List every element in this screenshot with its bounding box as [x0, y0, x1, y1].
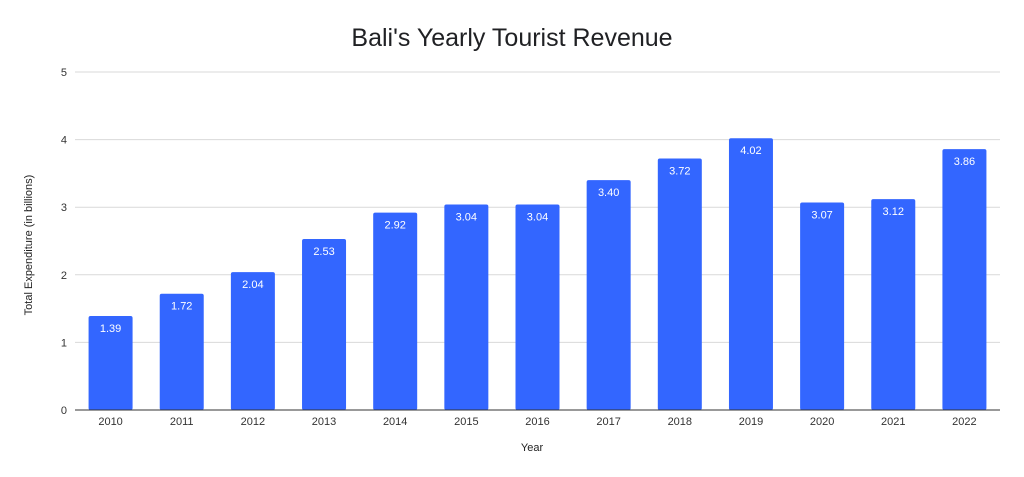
x-tick-label: 2014	[383, 416, 407, 428]
y-tick-label: 4	[61, 135, 67, 147]
data-label: 3.07	[811, 209, 832, 221]
bar-2018	[657, 158, 702, 410]
x-tick-label: 2013	[312, 416, 336, 428]
data-label: 3.40	[598, 187, 619, 199]
y-axis-label: Total Expenditure (in billions)	[23, 175, 35, 316]
bar-2010	[88, 316, 133, 410]
data-labels: 1.39 1.72 2.04 2.53 2.92 3.04 3.04 3.40 3.72 4.02…	[100, 145, 975, 335]
data-label: 3.72	[669, 166, 690, 178]
data-label: 1.72	[171, 301, 192, 313]
bar-2017	[586, 180, 631, 410]
x-tick-label: 2012	[241, 416, 265, 428]
x-tick-label: 2010	[98, 416, 122, 428]
bar-2013	[302, 238, 347, 410]
x-tick-label: 2022	[952, 416, 976, 428]
bar-2011	[159, 293, 204, 410]
y-tick-label: 5	[61, 67, 67, 79]
data-label: 2.53	[313, 246, 334, 258]
bar-2022	[942, 149, 987, 410]
data-label: 3.04	[456, 211, 477, 223]
y-tick-label: 2	[61, 270, 67, 282]
y-tick-label: 1	[61, 337, 67, 349]
bar-2016	[515, 204, 560, 410]
bar-2021	[871, 199, 916, 410]
y-axis-ticks: 0 1 2 3 4 5	[61, 67, 67, 417]
bar-2020	[800, 202, 845, 410]
x-tick-label: 2016	[525, 416, 549, 428]
bars	[88, 138, 987, 411]
x-tick-label: 2019	[739, 416, 763, 428]
data-label: 1.39	[100, 323, 121, 335]
x-tick-label: 2018	[668, 416, 692, 428]
bar-2014	[373, 212, 418, 410]
x-axis-label: Year	[521, 442, 544, 454]
x-tick-label: 2015	[454, 416, 478, 428]
data-label: 4.02	[740, 145, 761, 157]
data-label: 2.92	[384, 220, 405, 232]
x-tick-label: 2017	[596, 416, 620, 428]
y-tick-label: 0	[61, 405, 67, 417]
x-tick-label: 2021	[881, 416, 905, 428]
data-label: 3.12	[883, 206, 904, 218]
bar-2019	[728, 138, 773, 411]
x-tick-label: 2011	[170, 416, 194, 428]
y-tick-label: 3	[61, 202, 67, 214]
data-label: 3.86	[954, 156, 975, 168]
bar-2015	[444, 204, 489, 410]
x-tick-label: 2020	[810, 416, 834, 428]
data-label: 2.04	[242, 279, 263, 291]
x-axis-ticks: 2010 2011 2012 2013 2014 2015 2016 2017 2018 2019…	[98, 416, 976, 428]
data-label: 3.04	[527, 211, 548, 223]
chart-title: Bali's Yearly Tourist Revenue	[351, 24, 672, 52]
bar-2012	[230, 272, 275, 410]
